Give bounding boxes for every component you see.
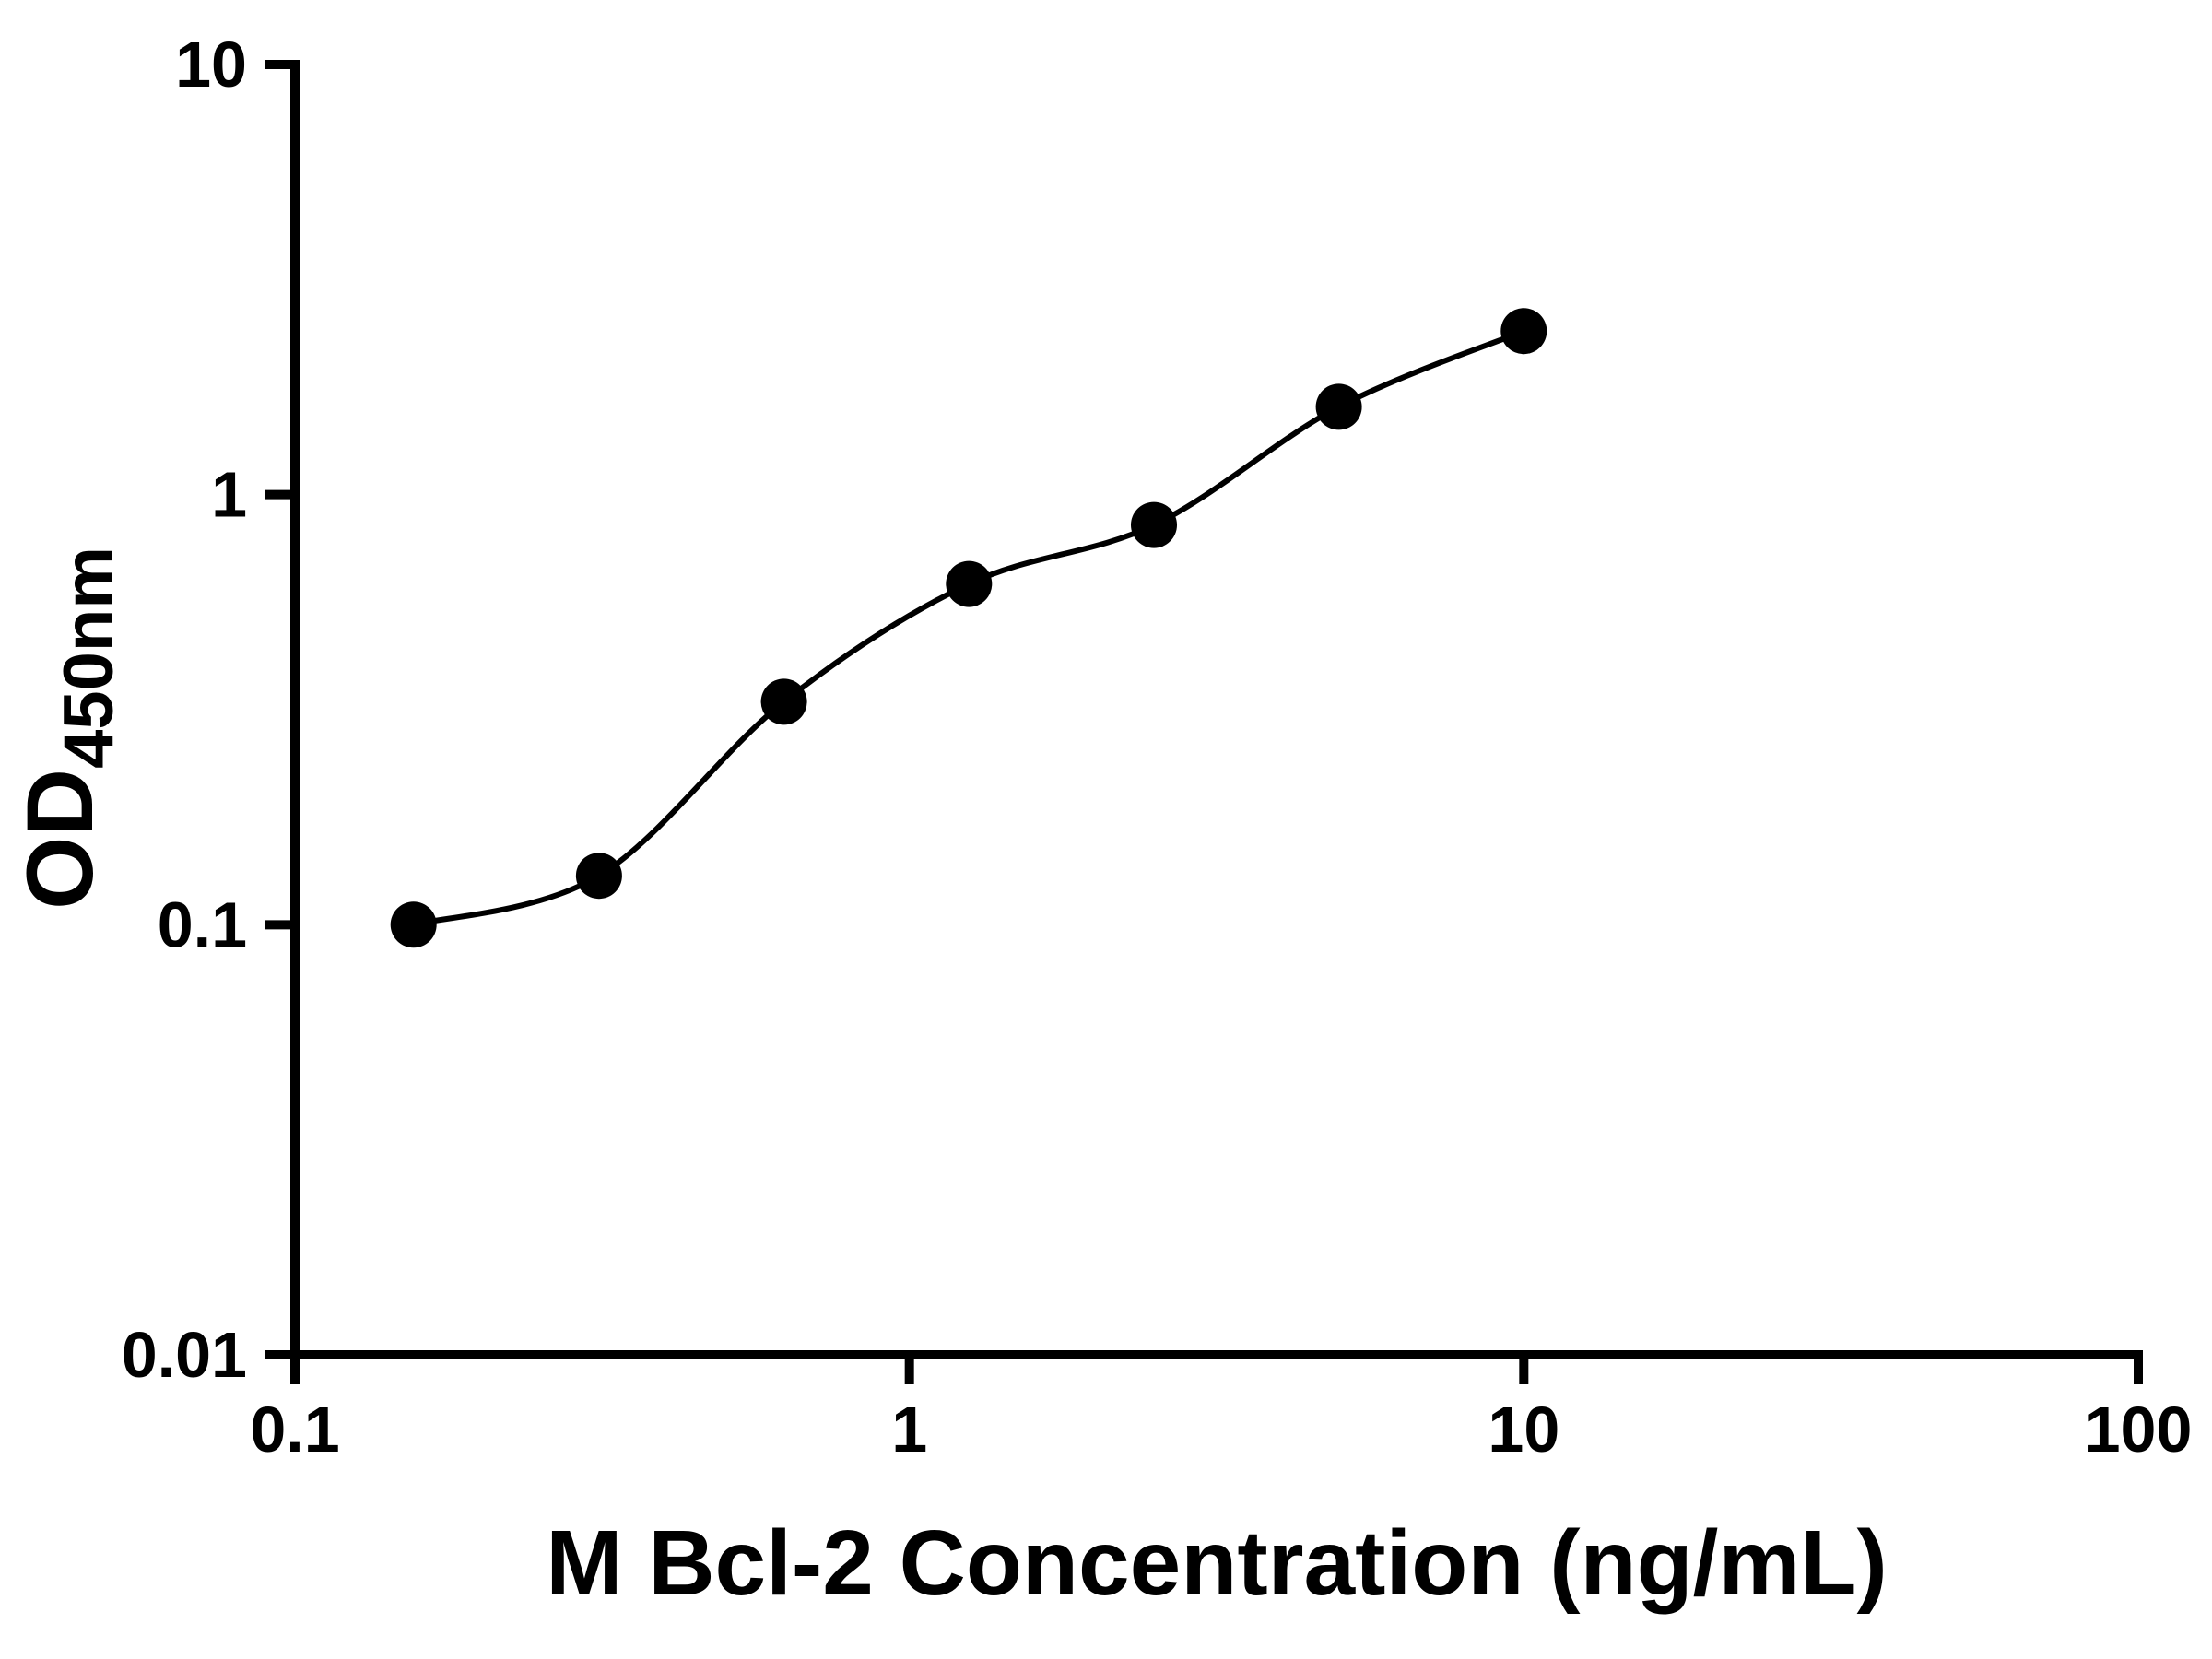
x-tick-label: 100 <box>2085 1394 2193 1465</box>
x-tick-label: 0.1 <box>250 1394 339 1465</box>
series-layer <box>390 308 1547 948</box>
y-tick-label: 0.01 <box>122 1319 247 1391</box>
x-tick-label: 10 <box>1488 1394 1559 1465</box>
axis-spines <box>290 60 2143 1359</box>
y-tick-label: 0.1 <box>158 888 247 960</box>
y-axis-title-subscript: 450nm <box>50 547 128 769</box>
y-axis-title: OD450nm <box>7 547 128 910</box>
data-point-1 <box>575 853 622 900</box>
data-point-3 <box>946 560 993 607</box>
x-tick-label: 1 <box>891 1394 927 1465</box>
y-axis-title-main: OD <box>7 769 112 910</box>
x-axis-title: M Bcl-2 Concentration (ng/mL) <box>546 1512 1888 1615</box>
data-point-4 <box>1131 501 1177 548</box>
data-point-6 <box>1500 308 1547 355</box>
data-point-0 <box>390 901 437 948</box>
data-point-2 <box>760 678 807 725</box>
y-tick-label: 1 <box>211 459 247 531</box>
data-point-5 <box>1315 383 1362 430</box>
y-tick-label: 10 <box>175 29 247 100</box>
